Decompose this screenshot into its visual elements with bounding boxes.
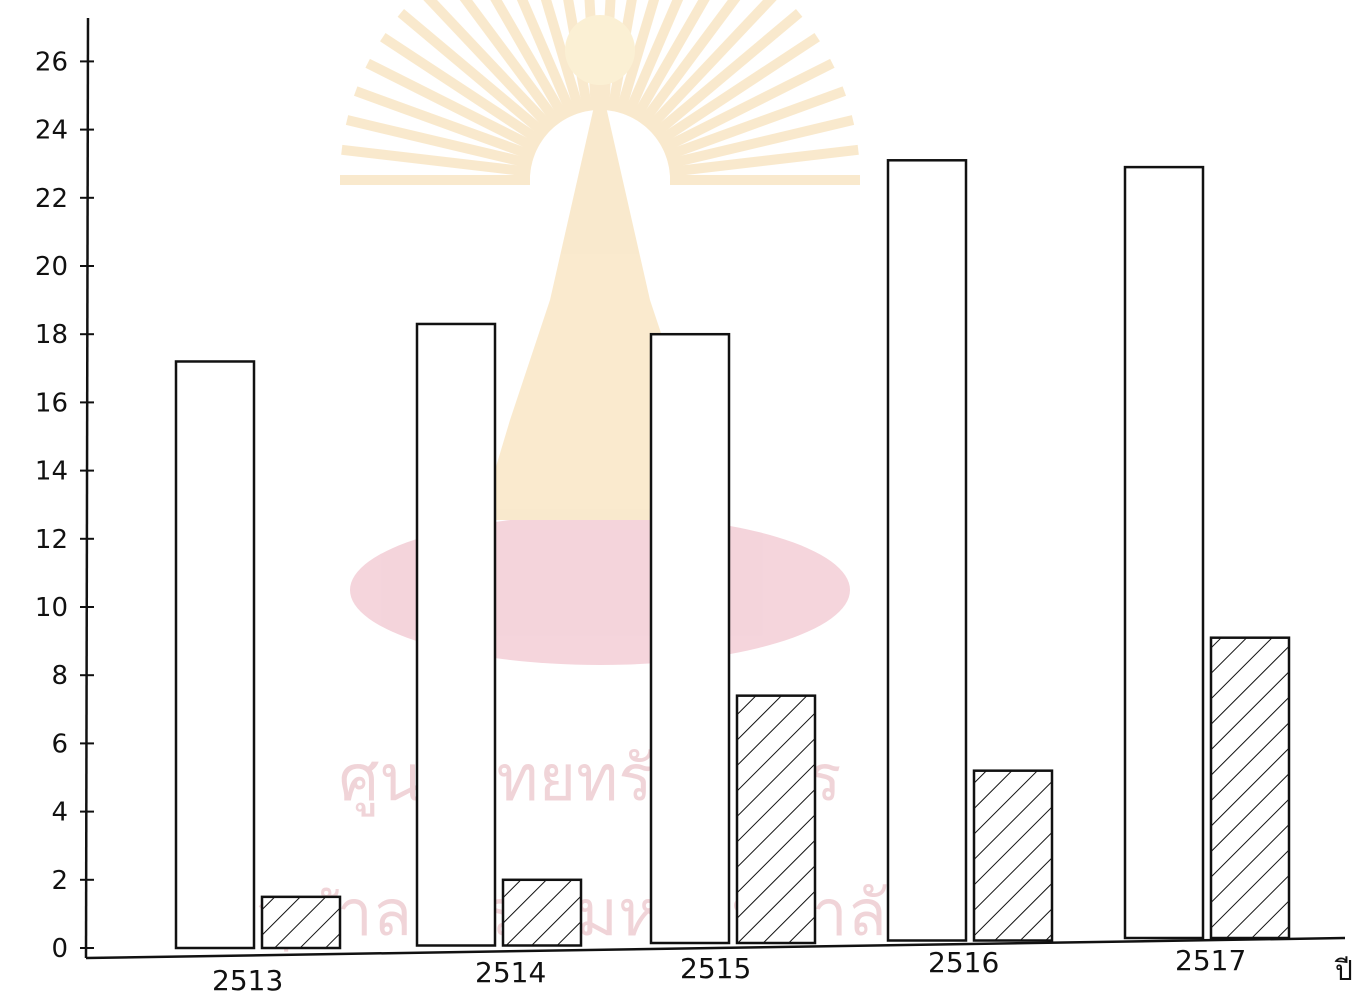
bar-plain-2513 — [174, 360, 256, 950]
bar-hatched-2513 — [260, 895, 342, 950]
seal-ray — [490, 0, 570, 122]
seal-ray — [423, 0, 556, 133]
y-tick-label: 14 — [35, 457, 68, 487]
seal-ray — [664, 86, 847, 161]
seal-ray — [584, 0, 601, 111]
y-tick-label: 12 — [35, 525, 68, 555]
seal-ray — [397, 9, 550, 139]
seal-ray — [630, 0, 710, 122]
seal-ray — [623, 0, 684, 118]
bar-plain-2516 — [886, 159, 968, 942]
bar-plain-2515 — [649, 332, 731, 945]
y-tick-label: 16 — [35, 388, 68, 418]
bar-hatched-2515 — [735, 694, 817, 945]
x-axis-title: ปี — [1334, 954, 1353, 987]
x-axis-labels: 2513 2514 2515 2516 2517 — [212, 944, 1246, 997]
bars — [174, 159, 1291, 950]
seal-ray — [644, 0, 777, 133]
x-tick-label: 2516 — [928, 946, 999, 979]
y-tick-label: 18 — [35, 320, 68, 350]
bar-plain-2514 — [415, 322, 497, 947]
seal-ray — [353, 86, 536, 161]
seal-ray — [563, 0, 593, 112]
x-tick-label: 2517 — [1175, 944, 1246, 977]
seal-ray — [666, 115, 855, 169]
seal-ray — [365, 58, 540, 154]
x-tick-label: 2514 — [475, 956, 546, 989]
x-tick-label: 2513 — [212, 964, 283, 997]
seal-ray — [540, 0, 585, 115]
bar-plain-2517 — [1123, 165, 1205, 940]
seal-ray — [660, 58, 835, 154]
y-tick-label: 24 — [35, 116, 68, 146]
y-tick-label: 20 — [35, 252, 68, 282]
seal-ray — [345, 115, 534, 169]
seal-ray — [615, 0, 660, 115]
seal-ray — [607, 0, 637, 112]
bar-hatched-2516 — [972, 769, 1054, 942]
seal-ray — [516, 0, 577, 118]
bar-hatched-2514 — [501, 878, 583, 947]
seal-ray — [380, 32, 545, 146]
x-tick-label: 2515 — [680, 952, 751, 985]
y-tick-label: 22 — [35, 184, 68, 214]
bar-hatched-2517 — [1209, 636, 1291, 940]
seal-ray — [650, 9, 803, 139]
y-tick-label: 8 — [51, 661, 68, 691]
x-axis — [85, 936, 1346, 960]
y-tick-label: 0 — [51, 934, 68, 964]
seal-ray — [599, 0, 616, 111]
seal-rays — [340, 0, 860, 185]
y-tick-label: 26 — [35, 47, 68, 77]
seal-ray — [341, 144, 532, 177]
y-axis — [84, 17, 90, 959]
watermark-text: ศูนย์วิทยทรัพยากร จุฬาลงกรณ์มหาวิทยาลัย — [256, 742, 925, 952]
y-tick-label: 10 — [35, 593, 68, 623]
y-tick-label: 4 — [51, 798, 68, 828]
seal-ray — [637, 0, 741, 127]
seal-ray — [668, 144, 859, 177]
y-tick-label: 2 — [51, 866, 68, 896]
seal-ray — [655, 32, 820, 146]
y-tick-label: 6 — [51, 729, 68, 759]
seal-ray — [459, 0, 563, 127]
watermark-line-2: จุฬาลงกรณ์มหาวิทยาลัย — [256, 877, 925, 952]
